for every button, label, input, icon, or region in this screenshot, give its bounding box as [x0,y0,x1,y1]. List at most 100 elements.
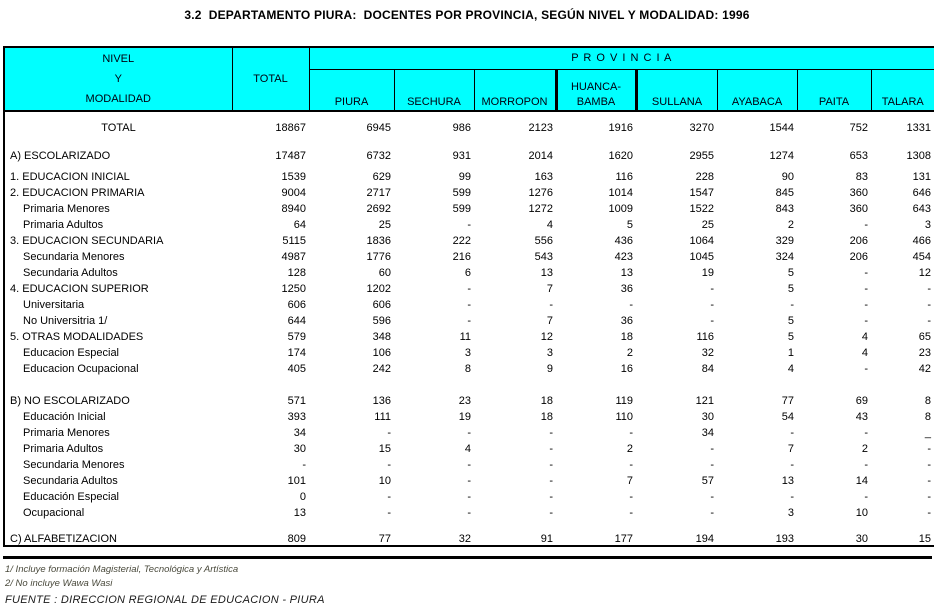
cell-value: 25 [378,219,391,231]
cell-value: 84 [701,363,714,375]
cell-value: 1014 [608,187,633,199]
cell-value: 128 [287,267,306,279]
cell-value: 6 [464,267,471,279]
cell-value: 2 [626,347,633,359]
table-row: Educacion Especial 174 106 3 3 2 32 1 4 23 [4,343,934,359]
cell-value: 599 [452,203,471,215]
cell-value: 216 [452,251,471,263]
cell-value: 1539 [281,171,306,183]
cell-value: - [864,491,868,503]
cell-value: 83 [855,171,868,183]
cell-value: 15 [378,443,391,455]
row-label: Secundaria Menores [23,251,125,263]
cell-value: 4 [464,443,471,455]
row-label: 5. OTRAS MODALIDADES [10,331,144,343]
cell-value: - [467,219,471,231]
cell-value: - [864,427,868,439]
table-row: Primaria Menores 34 - - - - 34 - - _ [4,423,934,439]
cell-value: 119 [615,395,633,407]
table-row: A) ESCOLARIZADO 17487 6732 931 2014 1620 2955 1… [4,146,934,162]
cell-value: 90 [781,171,794,183]
cell-value: 2 [861,443,868,455]
cell-value: 4 [546,219,553,231]
row-label: B) NO ESCOLARIZADO [10,395,130,407]
cell-value: 556 [534,235,553,247]
row-label: Secundaria Menores [23,459,125,471]
table-row: Primaria Menores 8940 2692 599 1272 1009 1522 8… [4,199,934,215]
header-nivel-line3: MODALIDAD [85,93,151,105]
cell-value: 596 [372,315,391,327]
cell-value: 77 [781,395,794,407]
cell-value: 13 [620,267,633,279]
cell-value: 2717 [366,187,391,199]
header-nivel-modalidad: NIVEL Y MODALIDAD [3,46,233,112]
cell-value: 606 [287,299,306,311]
cell-value: 986 [452,122,471,134]
cell-value: 579 [287,331,306,343]
spacer-row [4,134,934,146]
cell-value: - [927,443,932,455]
table-row: Educacion Ocupacional 405 242 8 9 16 84 4 - 42 [4,359,934,375]
table-row: 3. EDUCACION SECUNDARIA 5115 1836 222 556 436… [4,231,934,247]
cell-value: - [467,507,471,519]
cell-value: 121 [695,395,714,407]
table-row: Primaria Adultos 30 15 4 - 2 - 7 2 - [4,439,934,455]
row-label: Primaria Adultos [23,219,104,231]
cell-value: 9 [546,363,553,375]
cell-value: 466 [912,235,932,247]
cell-value: 454 [912,251,932,263]
cell-value: 14 [855,475,868,487]
cell-value: - [864,459,868,471]
cell-value: 2955 [689,150,714,162]
footnote-1: 1/ Incluye formación Magisterial, Tecnol… [5,564,239,575]
row-label: Universitaria [23,299,85,311]
spacer-row [4,375,934,391]
cell-value: - [710,315,714,327]
cell-value: 116 [696,331,714,343]
cell-value: 7 [546,283,553,295]
cell-value: - [927,491,932,503]
cell-value: 99 [458,171,471,183]
cell-value: 30 [701,411,714,423]
cell-value: - [549,443,553,455]
cell-value: 2692 [366,203,391,215]
cell-value: 4 [787,363,794,375]
header-province-ayabaca: AYABACA [716,68,798,112]
header-total: TOTAL [231,46,310,112]
cell-value: 12 [540,331,553,343]
cell-value: 1522 [689,203,714,215]
cell-value: 4 [861,347,868,359]
cell-value: - [629,427,633,439]
cell-value: 136 [372,395,391,407]
cell-value: 36 [620,283,633,295]
cell-value: - [629,459,633,471]
cell-value: 405 [287,363,306,375]
cell-value: - [549,475,553,487]
cell-value: 30 [293,443,306,455]
cell-value: 30 [855,533,868,545]
table-row: 4. EDUCACION SUPERIOR 1250 1202 - 7 36 - 5 - - [4,279,934,295]
cell-value: 11 [459,331,471,343]
cell-value: 360 [849,203,868,215]
cell-value: _ [924,427,932,439]
table-row: Universitaria 606 606 - - - - - - - [4,295,934,311]
cell-value: 116 [615,171,633,183]
cell-value: 60 [378,267,391,279]
cell-value: 7 [787,443,794,455]
cell-value: - [864,299,868,311]
cell-value: 10 [855,507,868,519]
cell-value: 8 [464,363,471,375]
cell-value: 54 [781,411,794,423]
cell-value: 6945 [366,122,391,134]
row-label: 3. EDUCACION SECUNDARIA [10,235,164,247]
row-label: Primaria Adultos [23,443,104,455]
cell-value: 111 [374,411,391,423]
cell-value: 1776 [366,251,391,263]
row-label: No Universitria 1/ [23,315,108,327]
cell-value: 1547 [689,187,714,199]
cell-value: 3 [464,347,471,359]
cell-value: 5 [787,267,794,279]
cell-value: 17487 [275,150,306,162]
cell-value: 1544 [769,122,794,134]
cell-value: 1836 [366,235,391,247]
